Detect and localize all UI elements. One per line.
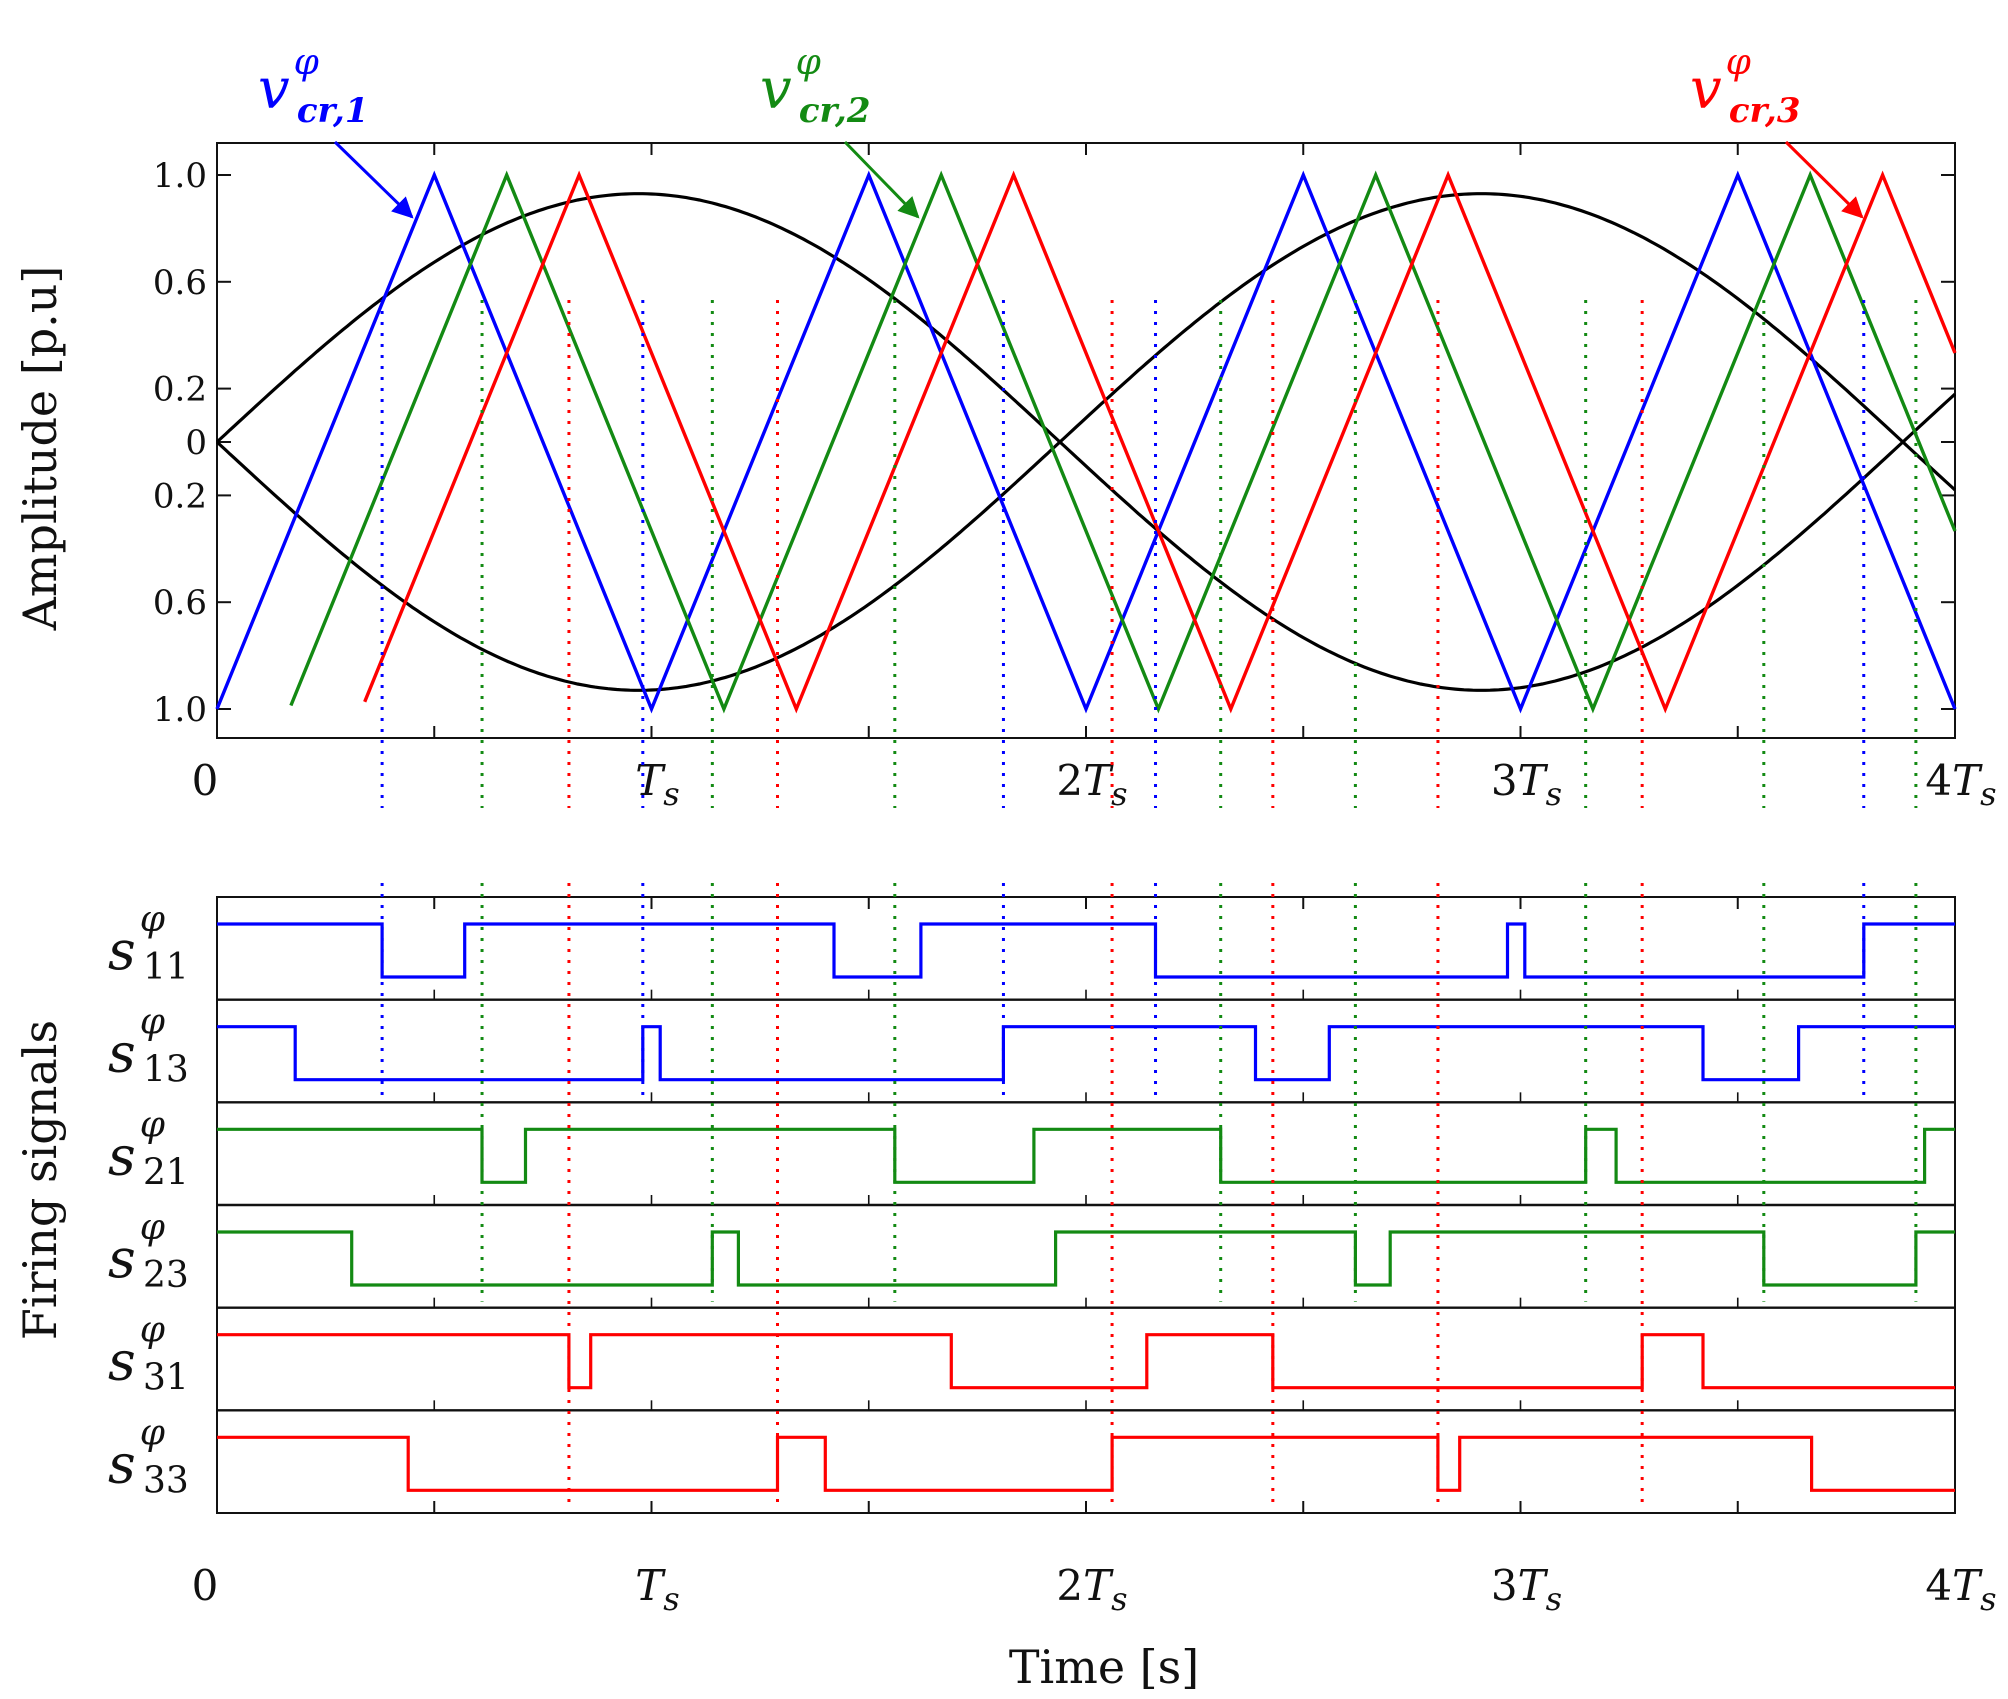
tick-coef: 3 xyxy=(1491,1561,1518,1610)
signal-s21-waveform xyxy=(217,1127,1955,1184)
tick-sub: s xyxy=(663,1580,679,1618)
signal-label-sup: φ xyxy=(140,1002,166,1043)
y-tick-label: 0.2 xyxy=(153,476,207,516)
chart-labels: Amplitude [p.u] Firing signals Time [s] xyxy=(13,266,1199,1694)
y-tick-label: 0.6 xyxy=(153,583,207,623)
carrier-3-arrow xyxy=(1784,140,1864,219)
bottom-x-tick-label: Ts xyxy=(635,1561,679,1618)
tick-symbol: T xyxy=(1083,756,1114,805)
signal-label-sub: 11 xyxy=(143,947,189,988)
signal-s13-label: s φ 13 xyxy=(108,1002,189,1091)
signal-label-sup: φ xyxy=(140,1412,166,1453)
signal-label-base: s xyxy=(108,1124,136,1187)
firing-signals-panel: s φ 11s φ 13s φ 21s φ 23s φ 31s φ 33 xyxy=(108,896,1956,1514)
signal-label-sub: 23 xyxy=(143,1255,189,1296)
signal-label-base: s xyxy=(108,1432,136,1495)
y-tick-label: 1.0 xyxy=(153,690,207,730)
signal-label-sup: φ xyxy=(140,1207,166,1248)
signal-label-sub: 33 xyxy=(143,1460,189,1501)
y-tick-label: 0 xyxy=(185,423,207,463)
tick-coef: 3 xyxy=(1491,756,1518,805)
tick-coef: 0 xyxy=(192,1561,219,1610)
signal-label-sup: φ xyxy=(140,899,166,940)
tick-sub: s xyxy=(1546,775,1562,813)
signal-label-sup: φ xyxy=(140,1310,166,1351)
signal-s23-label: s φ 23 xyxy=(108,1207,189,1296)
tick-symbol: T xyxy=(635,756,666,805)
signal-s33-waveform xyxy=(217,1435,1955,1492)
carrier-1-label: v φ cr,1 xyxy=(258,42,369,131)
bottom-x-tick-label: 0 xyxy=(192,1561,219,1610)
bottom-x-tick-label: 2Ts xyxy=(1056,1561,1127,1618)
carrier-label-base: v xyxy=(1690,57,1722,122)
carrier-3-wave xyxy=(363,170,1957,714)
y-tick-label: 1.0 xyxy=(153,156,207,196)
tick-sub: s xyxy=(1980,775,1996,813)
signal-label-base: s xyxy=(108,1022,136,1085)
carrier-1-wave xyxy=(215,170,1957,714)
tick-coef: 0 xyxy=(192,756,219,805)
signal-s21-label: s φ 21 xyxy=(108,1104,189,1193)
carrier-label-sup: φ xyxy=(796,42,822,83)
tick-symbol: T xyxy=(1952,1561,1983,1610)
carrier-label-base: v xyxy=(258,57,290,122)
signal-label-base: s xyxy=(108,1227,136,1290)
tick-sub: s xyxy=(1546,1580,1562,1618)
top-x-tick-label: 0 xyxy=(192,756,219,805)
tick-symbol: T xyxy=(1952,756,1983,805)
signal-s11-label: s φ 11 xyxy=(108,899,189,988)
tick-symbol: T xyxy=(1518,756,1549,805)
bottom-x-tick-label: 3Ts xyxy=(1491,1561,1562,1618)
reference-wave-negative xyxy=(215,192,1957,692)
amplitude-panel: 1.00.60.200.20.61.0v φ cr,1 v φ cr,2 v φ cr,30 Ts… xyxy=(153,42,1997,1618)
signal-label-sub: 21 xyxy=(143,1152,189,1193)
signal-s13-waveform xyxy=(217,1025,1955,1082)
tick-sub: s xyxy=(663,775,679,813)
carrier-label-sub: cr,2 xyxy=(799,91,871,131)
carrier-2-arrow xyxy=(843,140,920,219)
carrier-label-sup: φ xyxy=(294,42,320,83)
y-tick-label: 0.6 xyxy=(153,263,207,303)
top-y-axis-label: Amplitude [p.u] xyxy=(13,266,67,632)
signal-s11-waveform xyxy=(217,922,1955,979)
top-x-tick-label: 2Ts xyxy=(1056,756,1127,813)
carrier-label-base: v xyxy=(760,57,792,122)
carrier-3-label: v φ cr,3 xyxy=(1690,42,1801,131)
tick-sub: s xyxy=(1111,775,1127,813)
dotted-marker-lines xyxy=(380,300,1918,1507)
carrier-2-wave xyxy=(289,170,1957,714)
x-axis-label: Time [s] xyxy=(1009,1640,1199,1694)
signal-s31-label: s φ 31 xyxy=(108,1310,189,1399)
tick-coef: 2 xyxy=(1056,1561,1083,1610)
carrier-label-sup: φ xyxy=(1726,42,1752,83)
signal-label-sup: φ xyxy=(140,1104,166,1145)
tick-coef: 4 xyxy=(1925,756,1952,805)
bottom-y-axis-label: Firing signals xyxy=(13,1020,67,1340)
reference-wave-positive xyxy=(215,192,1957,692)
signal-s33-label: s φ 33 xyxy=(108,1412,189,1501)
signal-s31-waveform xyxy=(217,1333,1955,1390)
carrier-label-sub: cr,1 xyxy=(297,91,369,131)
carrier-label-sub: cr,3 xyxy=(1729,91,1801,131)
signal-label-base: s xyxy=(108,919,136,982)
tick-coef: 4 xyxy=(1925,1561,1952,1610)
top-x-tick-label: 3Ts xyxy=(1491,756,1562,813)
signal-label-sub: 13 xyxy=(143,1050,189,1091)
top-x-tick-label: 4Ts xyxy=(1925,756,1996,813)
tick-symbol: T xyxy=(1518,1561,1549,1610)
y-tick-label: 0.2 xyxy=(153,370,207,410)
carrier-2-label: v φ cr,2 xyxy=(760,42,871,131)
signal-s23-waveform xyxy=(217,1230,1955,1287)
tick-symbol: T xyxy=(1083,1561,1114,1610)
tick-sub: s xyxy=(1111,1580,1127,1618)
tick-sub: s xyxy=(1980,1580,1996,1618)
carrier-1-arrow xyxy=(333,140,414,219)
signal-label-base: s xyxy=(108,1330,136,1393)
tick-coef: 2 xyxy=(1056,756,1083,805)
top-x-tick-label: Ts xyxy=(635,756,679,813)
tick-symbol: T xyxy=(635,1561,666,1610)
signal-label-sub: 31 xyxy=(143,1358,189,1399)
bottom-x-tick-label: 4Ts xyxy=(1925,1561,1996,1618)
